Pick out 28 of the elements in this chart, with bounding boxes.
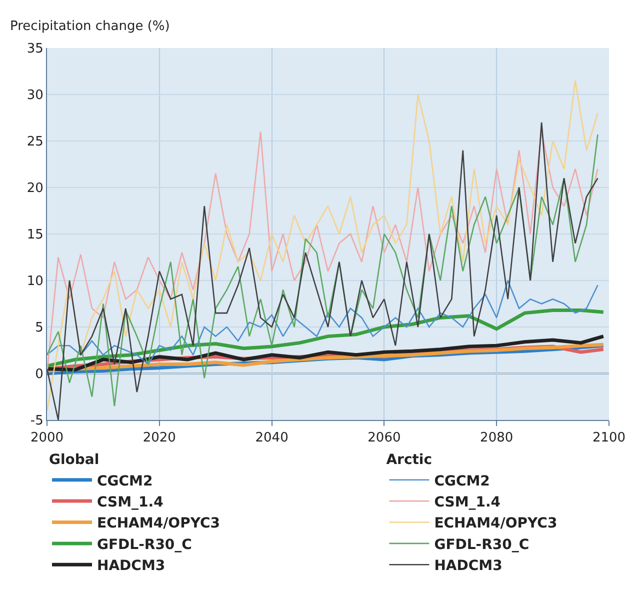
legend-label: CGCM2 (434, 473, 490, 490)
y-tick-label: 10 (26, 274, 44, 290)
legend-label: ECHAM4/OPYC3 (97, 516, 220, 532)
x-tick-label: 2080 (480, 430, 514, 446)
x-tick-label: 2020 (142, 430, 176, 446)
x-tick-label: 2000 (30, 430, 64, 446)
y-axis-title: Precipitation change (%) (10, 19, 170, 34)
legend-label: GFDL-R30_C (434, 536, 530, 553)
y-tick-label: 25 (26, 134, 44, 150)
x-tick-label: 2040 (255, 430, 288, 446)
x-tick-label: 2100 (592, 430, 626, 446)
legend-label: CGCM2 (97, 473, 153, 490)
y-tick-label: 20 (26, 181, 44, 196)
legend-label: CSM_1.4 (434, 494, 501, 510)
y-tick-label: 5 (35, 320, 44, 336)
y-tick-label: 35 (26, 42, 44, 57)
legend-label: HADCM3 (434, 558, 502, 574)
legend-label: HADCM3 (97, 558, 166, 574)
legend-label: CSM_1.4 (97, 494, 164, 510)
y-tick-label: -5 (30, 414, 44, 429)
legend-label: ECHAM4/OPYC3 (434, 516, 558, 532)
y-tick-label: 30 (26, 88, 44, 104)
y-tick-label: 15 (26, 228, 44, 243)
y-tick-label: 0 (35, 367, 44, 382)
x-tick-label: 2060 (368, 430, 401, 446)
legend-label: GFDL-R30_C (97, 536, 192, 553)
text: Arctic (386, 452, 432, 468)
text: Global (49, 452, 100, 468)
